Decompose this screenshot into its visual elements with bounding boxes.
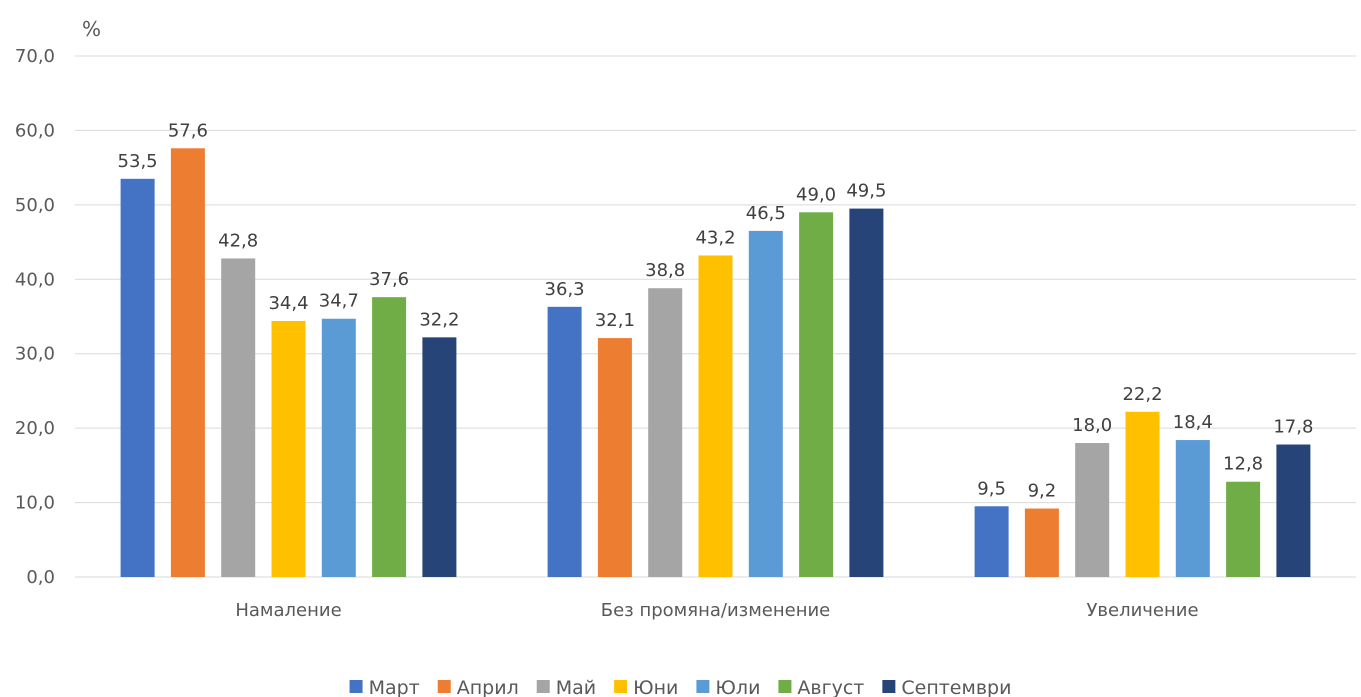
legend-swatch	[614, 680, 628, 693]
y-axis-unit-label: %	[82, 17, 101, 41]
legend-label: Април	[457, 677, 519, 697]
bar	[698, 255, 733, 577]
legend-label: Юни	[633, 677, 678, 697]
y-tick-label: 0,0	[26, 567, 55, 588]
data-label: 53,5	[118, 151, 158, 172]
legend-swatch	[536, 680, 550, 693]
data-label: 43,2	[695, 227, 735, 248]
bar	[1024, 508, 1059, 577]
legend: Март Април Май Юни Юли Август Септември	[349, 677, 1011, 697]
bar	[321, 318, 356, 577]
legend-label: Август	[797, 677, 864, 697]
bar	[597, 338, 632, 577]
bar	[1226, 481, 1261, 577]
bar	[1125, 411, 1160, 577]
legend-swatch	[437, 680, 451, 693]
data-label: 32,1	[595, 310, 635, 331]
legend-label: Март	[369, 677, 420, 697]
legend-swatch	[349, 680, 363, 693]
data-label: 37,6	[369, 269, 409, 290]
data-label: 17,8	[1273, 417, 1313, 438]
data-label: 36,3	[545, 279, 585, 300]
data-label: 32,2	[419, 309, 459, 330]
data-label: 46,5	[746, 203, 786, 224]
data-label: 38,8	[645, 260, 685, 281]
bar	[1175, 440, 1210, 577]
data-label: 49,0	[796, 184, 836, 205]
legend-label: Септември	[901, 677, 1011, 697]
category-label: Увеличение	[1086, 600, 1198, 621]
bar	[372, 297, 407, 577]
data-label: 9,2	[1028, 481, 1057, 502]
y-tick-label: 50,0	[15, 195, 55, 216]
legend-label: Май	[556, 677, 596, 697]
data-label: 18,4	[1173, 412, 1213, 433]
bar	[799, 212, 834, 578]
data-label: 34,7	[319, 291, 359, 312]
bar	[648, 288, 683, 577]
data-label: 42,8	[218, 230, 258, 251]
data-label: 34,4	[268, 293, 308, 314]
y-tick-label: 40,0	[15, 269, 55, 290]
data-label: 49,5	[846, 181, 886, 202]
legend-swatch	[696, 680, 710, 693]
bar	[221, 258, 256, 577]
bar	[1276, 444, 1311, 577]
x-axis-categories: Намаление Без промяна/изменение Увеличение	[235, 600, 1198, 621]
bar	[547, 306, 582, 577]
category-label: Без промяна/изменение	[601, 600, 831, 621]
data-label: 9,5	[977, 478, 1006, 499]
y-tick-label: 10,0	[15, 493, 55, 514]
bar	[120, 178, 155, 578]
bar	[1075, 443, 1110, 577]
data-label: 12,8	[1223, 454, 1263, 475]
bar	[974, 506, 1009, 577]
bar	[271, 320, 306, 577]
data-label: 18,0	[1072, 415, 1112, 436]
bar	[748, 230, 783, 577]
legend-swatch	[778, 680, 792, 693]
legend-swatch	[882, 680, 896, 693]
y-axis-ticks: 0,0 10,0 20,0 30,0 40,0 50,0 60,0 70,0	[15, 46, 55, 588]
y-tick-label: 30,0	[15, 344, 55, 365]
bar	[422, 337, 457, 577]
y-tick-label: 60,0	[15, 120, 55, 141]
data-label: 22,2	[1122, 384, 1162, 405]
y-tick-label: 20,0	[15, 418, 55, 439]
data-label: 57,6	[168, 120, 208, 141]
data-labels: 53,5 57,6 42,8 34,4 34,7 37,6 32,2 36,3 32,1 38,8…	[118, 120, 1314, 501]
legend-label: Юли	[715, 677, 760, 697]
bar	[170, 148, 205, 577]
y-tick-label: 70,0	[15, 46, 55, 67]
bar	[849, 208, 884, 578]
bars	[120, 148, 1311, 578]
category-label: Намаление	[235, 600, 341, 621]
